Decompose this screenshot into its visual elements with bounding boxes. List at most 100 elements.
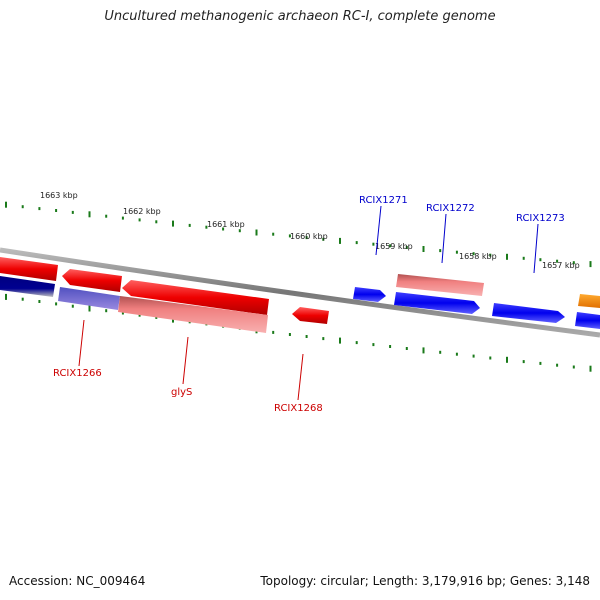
gene-forward-feature-rcix1272[interactable] <box>396 274 484 296</box>
gene-reverse-feature-rcix1268[interactable] <box>292 307 329 324</box>
leader-line-rcix1273 <box>533 223 539 274</box>
minor-tick <box>21 297 24 301</box>
leader-line-glys <box>182 336 189 385</box>
minor-tick <box>355 341 358 345</box>
gene-reverse-feature[interactable] <box>0 257 58 281</box>
scale-label-1657: 1657 kbp <box>542 261 580 270</box>
minor-tick <box>272 330 275 334</box>
gene-feature-glys[interactable] <box>118 296 268 333</box>
minor-tick <box>522 360 525 364</box>
leader-line-rcix1266 <box>78 319 85 367</box>
minor-tick <box>472 252 475 256</box>
gene-label-rcix1272[interactable]: RCIX1272 <box>426 203 475 214</box>
minor-tick <box>188 223 191 227</box>
minor-tick <box>572 261 575 265</box>
minor-tick <box>455 250 458 254</box>
minor-tick <box>21 205 24 209</box>
scale-label-1662: 1662 kbp <box>123 207 161 216</box>
major-tick <box>506 356 508 363</box>
major-tick <box>339 237 341 244</box>
leader-line-rcix1271 <box>375 205 382 256</box>
scale-label-1658: 1658 kbp <box>459 252 497 261</box>
gene-reverse-feature[interactable] <box>122 280 269 315</box>
minor-tick <box>389 345 392 348</box>
map-title: Uncultured methanogenic archaeon RC-I, c… <box>104 9 496 24</box>
minor-tick <box>71 210 74 214</box>
minor-tick <box>272 232 275 236</box>
minor-tick <box>322 337 325 341</box>
minor-tick <box>305 236 308 240</box>
minor-tick <box>38 207 41 211</box>
minor-tick <box>288 234 291 238</box>
gene-feature-rcix1266[interactable] <box>58 287 120 310</box>
minor-tick <box>389 244 392 248</box>
minor-tick <box>489 253 492 257</box>
major-tick <box>88 305 91 312</box>
minor-tick <box>572 365 575 369</box>
minor-tick <box>55 302 58 306</box>
major-tick <box>589 365 592 372</box>
minor-tick <box>556 259 559 263</box>
major-tick <box>5 201 7 208</box>
minor-tick <box>439 350 442 354</box>
minor-tick <box>539 361 542 365</box>
gene-label-rcix1271[interactable]: RCIX1271 <box>359 195 408 206</box>
scale-label-1659: 1659 kbp <box>375 242 413 251</box>
major-tick <box>255 229 258 236</box>
minor-tick <box>322 237 325 241</box>
major-tick <box>422 246 425 252</box>
gene-label-glys[interactable]: glyS <box>171 387 192 398</box>
gene-feature-navy[interactable] <box>0 276 55 297</box>
minor-tick <box>38 300 41 303</box>
minor-tick <box>305 335 308 338</box>
minor-tick <box>439 249 442 253</box>
major-tick <box>422 347 425 354</box>
major-tick <box>339 337 341 344</box>
minor-tick <box>539 258 542 262</box>
minor-tick <box>121 216 124 220</box>
gene-forward-feature[interactable] <box>394 292 480 314</box>
leader-line-rcix1268 <box>297 353 304 401</box>
gene-label-rcix1273[interactable]: RCIX1273 <box>516 213 565 224</box>
minor-tick <box>222 227 225 231</box>
major-tick <box>5 293 7 300</box>
minor-tick <box>138 313 141 317</box>
gene-forward-feature-rcix1273[interactable] <box>492 303 565 323</box>
minor-tick <box>355 241 358 245</box>
scale-ticks-upper <box>5 201 592 268</box>
gene-reverse-feature[interactable] <box>62 269 122 292</box>
major-tick <box>506 253 508 260</box>
genome-backbone <box>0 247 600 338</box>
minor-tick <box>372 242 375 246</box>
minor-tick <box>121 311 124 315</box>
minor-tick <box>288 333 291 336</box>
scale-label-1661: 1661 kbp <box>207 220 245 229</box>
minor-tick <box>238 229 241 233</box>
minor-tick <box>489 356 492 360</box>
major-tick <box>589 261 592 268</box>
minor-tick <box>455 352 458 356</box>
major-tick <box>88 211 91 218</box>
minor-tick <box>138 218 141 222</box>
minor-tick <box>71 304 74 308</box>
leader-line-rcix1272 <box>441 213 447 264</box>
minor-tick <box>105 214 108 218</box>
minor-tick <box>405 246 408 249</box>
minor-tick <box>405 347 408 350</box>
gene-other-feature[interactable] <box>578 294 600 308</box>
scale-label-1663: 1663 kbp <box>40 191 78 200</box>
gene-label-rcix1268[interactable]: RCIX1268 <box>274 403 323 414</box>
minor-tick <box>155 220 158 224</box>
scale-label-1660: 1660 kbp <box>290 232 328 241</box>
minor-tick <box>205 225 208 229</box>
minor-tick <box>372 343 375 347</box>
minor-tick <box>472 354 475 358</box>
gene-label-rcix1266[interactable]: RCIX1266 <box>53 368 102 379</box>
genome-summary-text: Topology: circular; Length: 3,179,916 bp… <box>260 574 590 588</box>
major-tick <box>172 220 174 227</box>
minor-tick <box>105 309 108 313</box>
gene-forward-feature[interactable] <box>575 312 600 329</box>
gene-forward-feature-rcix1271[interactable] <box>353 287 386 302</box>
minor-tick <box>556 363 559 367</box>
